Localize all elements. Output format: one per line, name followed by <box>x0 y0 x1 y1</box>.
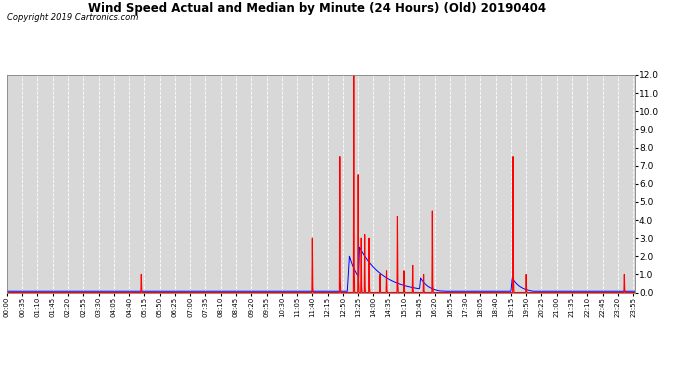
Text: Median (mph): Median (mph) <box>481 10 547 19</box>
Text: Wind (mph): Wind (mph) <box>569 10 624 19</box>
Text: Copyright 2019 Cartronics.com: Copyright 2019 Cartronics.com <box>7 13 138 22</box>
Text: Wind Speed Actual and Median by Minute (24 Hours) (Old) 20190404: Wind Speed Actual and Median by Minute (… <box>88 2 546 15</box>
